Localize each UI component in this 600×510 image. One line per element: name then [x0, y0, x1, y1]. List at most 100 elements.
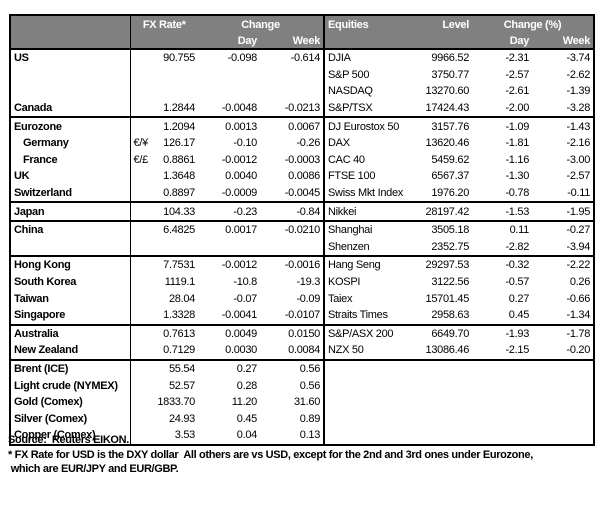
- fx-week-change-cell: [260, 238, 326, 257]
- equity-day-change-cell: [472, 410, 532, 427]
- country-label-cell: France: [10, 151, 131, 169]
- country-label-cell: Switzerland: [10, 184, 131, 203]
- table-row: Australia 0.7613 0.0049 0.0150 S&P/ASX 2…: [10, 323, 595, 343]
- fx-day-header: Day: [198, 33, 260, 49]
- country-label-cell: Light crude (NYMEX): [10, 377, 131, 394]
- fx-week-change-cell: -0.09: [260, 290, 326, 307]
- equity-level-cell: 13086.46: [425, 344, 470, 357]
- fx-week-change-cell: -0.0210: [260, 219, 326, 239]
- equity-day-change-cell: [472, 358, 533, 378]
- currency-pair-cell: [130, 219, 154, 239]
- equity-name-cell: KOSPI: [328, 276, 361, 289]
- equity-name-cell: [324, 377, 416, 394]
- equities-header: Equities: [324, 15, 417, 33]
- equity-week-change-cell: -2.22: [532, 255, 595, 274]
- header-row-1: FX Rate* Change Equities Level Change (%…: [10, 15, 595, 33]
- country-label-cell: Brent (ICE): [10, 358, 131, 378]
- fx-day-change-cell: 0.0040: [225, 170, 257, 183]
- fx-day-change-cell: 11.20: [231, 396, 258, 409]
- table-row: US 90.755 -0.098 -0.614 DJIA 9966.52 -2.…: [10, 49, 594, 67]
- fx-week-change-cell: -19.3: [260, 273, 326, 291]
- equity-week-change-cell: -3.74: [566, 52, 591, 65]
- fx-rate-cell: 1.2094: [154, 116, 198, 135]
- fx-week-change-cell: -0.84: [260, 201, 326, 221]
- country-label-cell: Silver (Comex): [10, 410, 131, 428]
- equity-week-change-cell: -0.11: [567, 187, 591, 200]
- corner-header-cell: [10, 15, 131, 33]
- fx-rate-cell: 0.8861: [163, 153, 195, 166]
- currency-pair-cell: [130, 255, 154, 274]
- currency-pair-cell: [130, 290, 154, 307]
- equity-week-change-cell: [532, 358, 595, 378]
- table-row: Taiwan 28.04 -0.07 -0.09 Taiex 15701.45 …: [10, 290, 594, 307]
- currency-pair-cell: [130, 377, 154, 394]
- equity-name-cell: S&P/ASX 200: [324, 323, 417, 343]
- country-label-cell: Copper (Comex): [10, 427, 131, 445]
- country-label-cell: Gold (Comex): [10, 393, 131, 411]
- equity-day-change-cell: -1.16: [505, 153, 530, 166]
- equity-day-change-cell: -0.78: [505, 187, 530, 200]
- country-label-cell: Singapore: [10, 306, 131, 325]
- equity-day-change-cell: -2.00: [505, 102, 530, 115]
- equity-day-change-cell: -2.61: [505, 85, 530, 98]
- equity-name-cell: CAC 40: [328, 153, 365, 166]
- currency-pair-cell: [130, 307, 154, 325]
- equity-week-change-cell: [532, 410, 594, 427]
- equity-day-change-cell: [472, 394, 532, 411]
- table-row: Eurozone 1.2094 0.0013 0.0067 DJ Eurosto…: [10, 116, 595, 135]
- country-label-cell: [10, 83, 131, 100]
- fx-rate-cell: [154, 67, 198, 84]
- equity-level-cell: [416, 394, 472, 411]
- equity-day-change-cell: -1.09: [472, 116, 533, 135]
- equity-day-change-cell: 0.45: [508, 309, 530, 322]
- fx-rate-cell: 28.04: [168, 292, 195, 305]
- fx-week-change-cell: -0.26: [260, 134, 326, 152]
- empty-header-cell: [416, 33, 473, 49]
- equity-name-cell: Shenzen: [328, 240, 370, 253]
- table-row: Germany €/¥ 126.17 -0.10 -0.26 DAX 13620…: [10, 134, 594, 152]
- currency-pair-cell: [130, 342, 154, 360]
- currency-pair-cell: [130, 67, 154, 84]
- equity-day-change-cell: 0.11: [472, 219, 533, 239]
- fx-day-change-cell: -0.0009: [221, 187, 258, 200]
- table-row: Shenzen 2352.75 -2.82 -3.94: [10, 238, 594, 257]
- table-row: France €/£ 0.8861 -0.0012 -0.0003 CAC 40…: [10, 151, 594, 169]
- equity-week-change-cell: -0.66: [566, 292, 591, 305]
- equity-day-change-cell: -0.57: [505, 276, 530, 289]
- equity-level-cell: [416, 358, 473, 378]
- fx-day-change-cell: 0.27: [198, 358, 260, 378]
- equity-name-cell: FTSE 100: [328, 170, 376, 183]
- equity-day-change-cell: -2.15: [505, 344, 530, 357]
- table-row: South Korea 1119.1 -10.8 -19.3 KOSPI 312…: [10, 273, 594, 291]
- equity-week-change-cell: [532, 377, 594, 394]
- table-row: NASDAQ 13270.60 -2.61 -1.39: [10, 83, 594, 100]
- fx-day-change-cell: -0.10: [233, 137, 257, 150]
- empty-header-cell: [130, 33, 198, 49]
- country-label-cell: Eurozone: [10, 116, 131, 135]
- fx-rate-cell: 0.7613: [154, 323, 198, 343]
- country-label-cell: New Zealand: [10, 342, 131, 360]
- equity-level-cell: 6567.37: [431, 170, 470, 183]
- fx-rate-cell: 1833.70: [157, 396, 195, 409]
- fx-week-change-cell: [260, 66, 326, 84]
- equity-name-cell: Swiss Mkt Index: [328, 187, 403, 200]
- fx-week-change-cell: 0.0067: [260, 116, 326, 135]
- fx-rate-cell: 6.4825: [154, 219, 198, 239]
- fx-day-change-cell: 0.45: [236, 412, 258, 425]
- equity-week-change-cell: -3.94: [566, 240, 591, 253]
- table-row: New Zealand 0.7129 0.0030 0.0084 NZX 50 …: [10, 342, 594, 360]
- fx-rate-cell: [154, 239, 198, 257]
- equity-day-change-cell: 0.27: [508, 292, 530, 305]
- equity-name-cell: NASDAQ: [328, 85, 373, 98]
- fx-day-change-cell: -0.07: [233, 292, 257, 305]
- equity-name-cell: [324, 410, 416, 427]
- fx-day-change-cell: -0.23: [198, 201, 260, 221]
- table-row: Copper (Comex) 3.53 0.04 0.13: [10, 427, 594, 445]
- fx-week-change-cell: 0.0084: [260, 342, 326, 360]
- fx-rate-cell: 1.3648: [163, 170, 195, 183]
- empty-header-cell: [324, 33, 417, 49]
- table-row: Hong Kong 7.7531 -0.0012 -0.0016 Hang Se…: [10, 255, 595, 274]
- fx-week-change-cell: 0.13: [260, 427, 326, 445]
- fx-week-change-cell: 31.60: [260, 393, 326, 411]
- fx-week-change-cell: -0.0003: [260, 151, 326, 169]
